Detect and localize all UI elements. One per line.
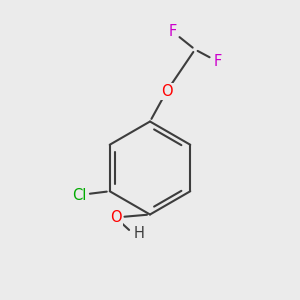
Text: Cl: Cl [72, 188, 87, 202]
Text: F: F [213, 54, 222, 69]
Text: H: H [134, 226, 144, 242]
Text: O: O [110, 210, 121, 225]
Text: O: O [161, 84, 172, 99]
Text: F: F [168, 24, 177, 39]
